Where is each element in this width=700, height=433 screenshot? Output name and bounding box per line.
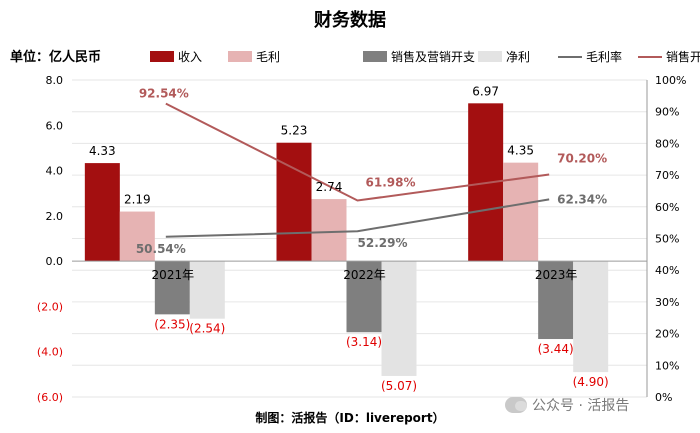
footer-credit: 制图：活报告（ID：livereport）: [255, 410, 444, 425]
bar-3: [154, 261, 190, 315]
bar-4: [573, 261, 609, 373]
bar-value-label: (4.90): [573, 375, 609, 389]
line-gross-margin: [165, 198, 550, 238]
x-tick-label: 2021年: [152, 268, 195, 282]
legend-label: 毛利率: [586, 49, 622, 64]
watermark-text: 公众号 · 活报告: [532, 398, 630, 414]
wechat-icon: [505, 397, 527, 413]
y-left-tick-label: 4.0: [46, 165, 64, 178]
line-sales-ratio: [165, 102, 550, 202]
y-right-tick-label: 0%: [655, 391, 672, 404]
bar-1: [84, 163, 120, 262]
lines: [165, 102, 550, 238]
y-right-tick-label: 10%: [655, 359, 679, 372]
bar-1: [276, 142, 312, 262]
bar-value-label: 4.35: [507, 144, 534, 158]
legend: 收入 毛利 销售及营销开支 净利 毛利率 销售开支占亏损比: [150, 49, 700, 64]
bar-value-label: (5.07): [381, 379, 417, 393]
legend-swatch: [228, 51, 252, 62]
bar-value-label: (2.54): [189, 322, 225, 336]
y-right-tick-label: 60%: [655, 201, 679, 214]
y-left-tick-label: (4.0): [37, 346, 63, 359]
line-value-label: 61.98%: [366, 176, 416, 190]
bar-value-label: (2.35): [154, 317, 190, 331]
legend-label: 销售及营销开支: [391, 49, 475, 64]
y-left-tick-label: 2.0: [46, 210, 64, 223]
bar-3: [538, 261, 574, 340]
legend-label: 毛利: [256, 50, 280, 64]
y-right-tick-label: 70%: [655, 169, 679, 182]
legend-label: 收入: [178, 50, 202, 64]
y-left-tick-label: 0.0: [46, 255, 64, 268]
y-left-tick-label: (6.0): [37, 391, 63, 404]
line-value-label: 50.54%: [136, 242, 186, 256]
y-right-tick-label: 20%: [655, 328, 679, 341]
line-value-label: 62.34%: [557, 192, 607, 206]
line-value-label: 52.29%: [358, 236, 408, 250]
line-value-label: 92.54%: [139, 87, 189, 101]
watermark: 公众号 · 活报告: [505, 394, 695, 416]
bar-2: [119, 211, 155, 262]
bar-value-label: 4.33: [89, 144, 116, 158]
bar-value-label: 6.97: [472, 84, 499, 98]
legend-label: 净利: [506, 50, 530, 64]
y-left-tick-label: 6.0: [46, 119, 64, 132]
bar-2: [311, 199, 347, 262]
y-right-tick-label: 100%: [655, 74, 686, 87]
legend-swatch: [150, 51, 174, 62]
x-tick-label: 2023年: [535, 268, 578, 282]
unit-label: 单位：亿人民币: [10, 49, 101, 65]
bar-value-label: (3.44): [538, 342, 574, 356]
legend-swatch: [363, 51, 387, 62]
chart-title: 财务数据: [314, 9, 386, 31]
bar-value-label: 2.19: [124, 193, 151, 207]
y-left-tick-label: (2.0): [37, 300, 63, 313]
data-labels: 4.33 2.19 (2.35)(2.54) 2021年 5.23 2.74 (3.14) (…: [89, 84, 609, 393]
y-right-tick-label: 90%: [655, 106, 679, 119]
bar-3: [346, 261, 382, 333]
y-right-tick-label: 80%: [655, 137, 679, 150]
y-right-tick-label: 40%: [655, 264, 679, 277]
y-right-tick-label: 50%: [655, 233, 679, 246]
y-right-tick-label: 30%: [655, 296, 679, 309]
y-left-tick-label: 8.0: [46, 74, 64, 87]
bar-4: [381, 261, 417, 376]
x-tick-label: 2022年: [343, 268, 386, 282]
legend-swatch: [478, 51, 502, 62]
bars: [84, 103, 609, 376]
bar-value-label: 2.74: [316, 180, 343, 194]
line-value-label: 70.20%: [557, 151, 607, 165]
bar-value-label: 5.23: [281, 124, 308, 138]
bar-value-label: (3.14): [346, 335, 382, 349]
axes: 100% 90% 80% 70% 60% 50% 40% 30% 20% 10% 0% 8.0 6.0 4…: [37, 74, 687, 404]
bar-4: [189, 261, 225, 319]
legend-label: 销售开支占亏损比: [666, 49, 700, 64]
